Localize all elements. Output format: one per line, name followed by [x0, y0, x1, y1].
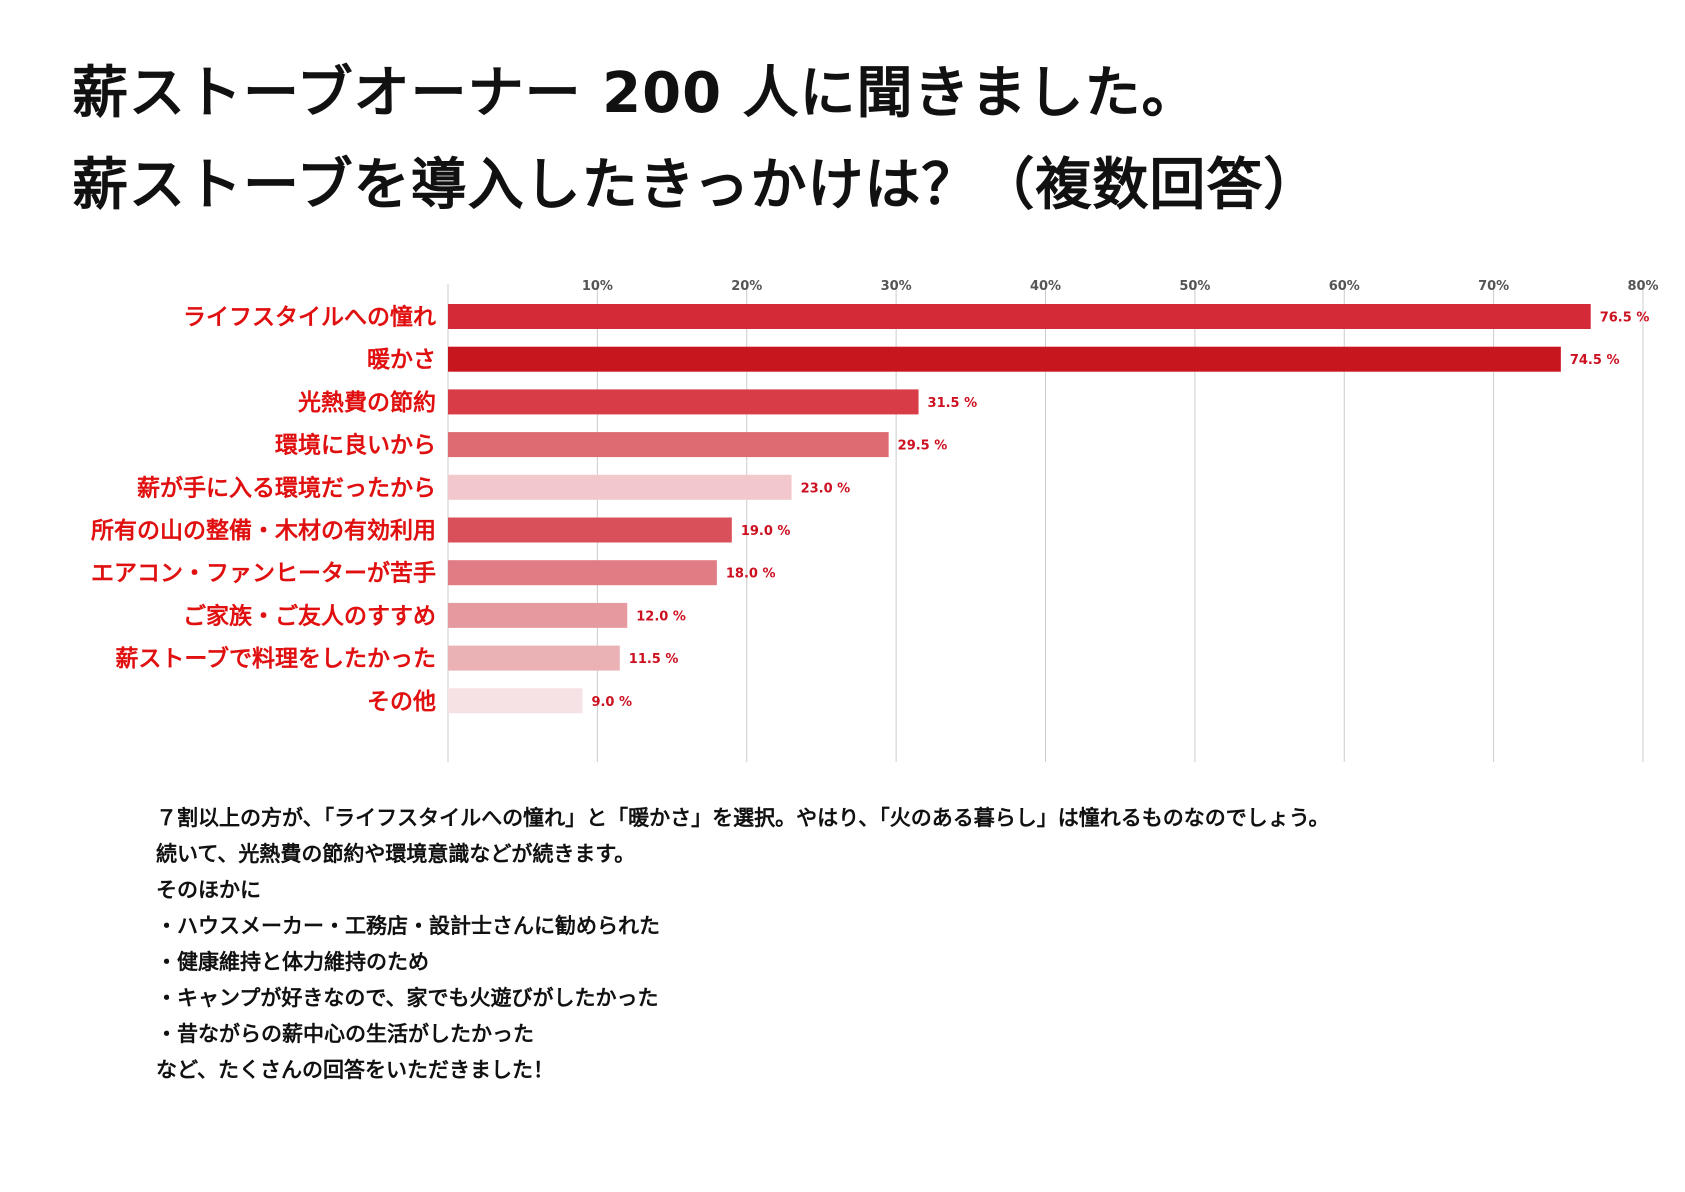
x-tick-label: 70% — [1478, 279, 1509, 294]
value-label: 29.5 % — [898, 439, 948, 454]
description-line: ・ハウスメーカー・工務店・設計士さんに勧められた — [156, 914, 660, 938]
bar — [448, 304, 1591, 329]
value-label: 31.5 % — [928, 396, 978, 411]
description-line: ・健康維持と体力維持のため — [156, 950, 429, 974]
category-label: 薪ストーブで料理をしたかった — [115, 645, 436, 672]
x-tick-label: 10% — [582, 279, 613, 294]
description-line: そのほかに — [156, 878, 261, 902]
x-tick-label: 60% — [1329, 279, 1360, 294]
value-label: 76.5 % — [1600, 311, 1650, 326]
value-label: 12.0 % — [636, 609, 686, 624]
description: ７割以上の方が、「ライフスタイルへの憧れ」と「暖かさ」を選択。やはり、「火のある… — [156, 800, 1329, 1088]
bar — [448, 645, 620, 671]
x-tick-label: 50% — [1179, 279, 1210, 294]
bar — [448, 517, 732, 543]
value-label: 23.0 % — [801, 481, 851, 496]
description-line: ・キャンプが好きなので、家でも火遊びがしたかった — [156, 986, 659, 1010]
bar — [448, 602, 628, 628]
value-label: 9.0 % — [591, 695, 632, 710]
category-label: 光熱費の節約 — [297, 389, 436, 416]
bar — [448, 389, 919, 415]
value-label: 19.0 % — [741, 524, 791, 539]
value-label: 11.5 % — [629, 652, 679, 667]
x-tick-label: 20% — [731, 279, 762, 294]
value-label: 74.5 % — [1570, 353, 1620, 368]
description-line: ・昔ながらの薪中心の生活がしたかった — [156, 1022, 534, 1046]
x-tick-label: 40% — [1030, 279, 1061, 294]
page-title-line2: 薪ストーブを導入したきっかけは？（複数回答） — [72, 153, 1321, 218]
bar — [448, 688, 583, 714]
page-title-line1: 薪ストーブオーナー 200 人に聞きました。 — [72, 61, 1199, 126]
category-label: その他 — [367, 689, 436, 715]
category-label: 所有の山の整備・木材の有効利用 — [91, 517, 436, 544]
category-label: ご家族・ご友人のすすめ — [183, 602, 436, 629]
bar — [448, 474, 792, 500]
description-line: ７割以上の方が、「ライフスタイルへの憧れ」と「暖かさ」を選択。やはり、「火のある… — [156, 806, 1330, 830]
x-tick-label: 80% — [1627, 279, 1658, 294]
category-label: ライフスタイルへの憧れ — [183, 304, 436, 331]
category-label: 環境に良いから — [275, 432, 436, 459]
category-label: 暖かさ — [367, 347, 436, 373]
description-line: 続いて、光熱費の節約や環境意識などが続きます。 — [156, 842, 636, 866]
value-label: 18.0 % — [726, 567, 776, 582]
category-label: 薪が手に入る環境だったから — [137, 474, 436, 501]
bar — [448, 346, 1561, 372]
title-block: 薪ストーブオーナー 200 人に聞きました。 薪ストーブを導入したきっかけは？（… — [72, 48, 1320, 232]
bar-chart: 10% 20% 30% 40% 50% 60% 70% 80% ライフスタイルへの憧れ 76.5 … — [91, 279, 1659, 762]
bar — [448, 432, 889, 458]
description-line: など、たくさんの回答をいただきました！ — [156, 1058, 554, 1082]
x-tick-label: 30% — [881, 279, 912, 294]
bar — [448, 560, 717, 586]
category-label: エアコン・ファンヒーターが苦手 — [91, 560, 436, 587]
